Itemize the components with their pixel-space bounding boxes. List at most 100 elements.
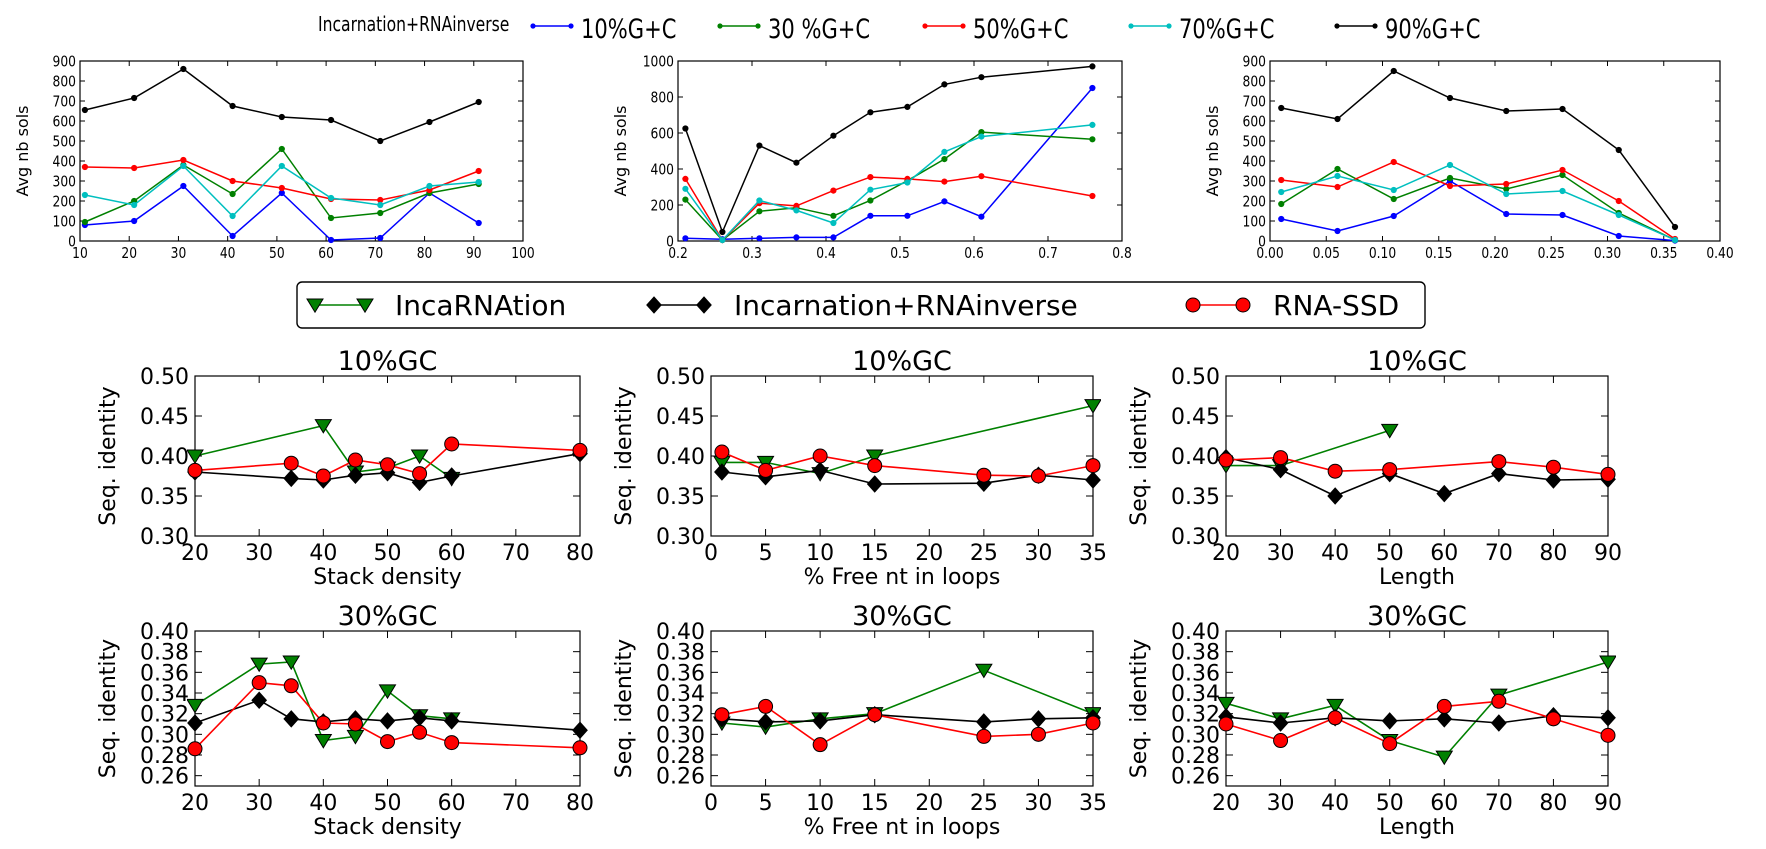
- y-tick-label: 400: [1243, 153, 1266, 170]
- data-point: [1218, 716, 1234, 732]
- legend-entry: 90%G+C: [1334, 13, 1480, 45]
- data-point: [1559, 211, 1566, 219]
- chart-panel-2: 0.2 0.3 0.4 0.5 0.6 0.7 0.8 0 200 400 600 800 1000 Av…: [611, 53, 1132, 262]
- chart-panel-3: 0.00 0.05 0.10 0.15 0.20 0.25 0.30 0.35 0.40 0 100…: [1203, 53, 1734, 262]
- y-tick-label: 0.34: [140, 682, 189, 707]
- data-point: [475, 98, 482, 106]
- data-point: [830, 234, 837, 241]
- x-tick-label: 0.5: [890, 245, 910, 262]
- data-point: [278, 189, 285, 197]
- data-point: [1491, 454, 1507, 470]
- data-point: [347, 716, 363, 732]
- data-point: [187, 698, 204, 714]
- data-point: [278, 113, 285, 121]
- plot-frame: [194, 630, 581, 787]
- data-point: [426, 182, 433, 190]
- y-tick-label: 300: [1243, 173, 1266, 190]
- data-point: [1278, 215, 1285, 223]
- series-line: [84, 68, 479, 142]
- legend-marker: [568, 23, 574, 29]
- data-point: [131, 164, 138, 172]
- x-tick-label: 0.3: [742, 245, 762, 262]
- x-tick-label: 70: [1485, 791, 1513, 816]
- y-axis-label: Seq. identity: [1127, 639, 1152, 778]
- plot-frame: [1269, 60, 1721, 242]
- y-tick-label: 300: [53, 173, 76, 190]
- data-point: [682, 125, 689, 132]
- y-tick-label: 0.30: [1171, 525, 1220, 550]
- data-point: [1334, 172, 1341, 180]
- series-70-g-c: [682, 121, 1096, 244]
- data-point: [180, 156, 187, 164]
- x-tick-label: 30: [1267, 791, 1295, 816]
- legend-label: RNA-SSD: [1273, 289, 1399, 322]
- data-point: [978, 133, 985, 140]
- x-tick-label: 40: [309, 541, 337, 566]
- x-axis-label: % Free nt in loops: [804, 565, 1001, 590]
- x-tick-label: 5: [759, 541, 773, 566]
- data-point: [1559, 187, 1566, 195]
- data-point: [1218, 696, 1235, 712]
- x-tick-label: 10: [806, 541, 834, 566]
- data-point: [1446, 161, 1454, 169]
- y-tick-label: 0.26: [140, 765, 189, 790]
- data-point: [867, 458, 883, 474]
- data-point: [1235, 297, 1251, 313]
- data-point: [306, 298, 324, 314]
- legend-entry: RNA-SSD: [1185, 289, 1399, 322]
- y-axis-label: Seq. identity: [96, 639, 121, 778]
- chart-panel-5: 0 5 10 15 20 25 30 35 0.30 0.35 0.40 0.45 0.50 Seq. i…: [612, 346, 1107, 590]
- data-point: [941, 148, 948, 155]
- data-point: [1085, 471, 1101, 489]
- data-point: [377, 209, 384, 217]
- data-point: [1615, 197, 1622, 205]
- data-point: [1503, 107, 1510, 115]
- data-point: [793, 159, 800, 166]
- x-axis-label: Length: [1379, 815, 1455, 840]
- x-tick-label: 50: [374, 791, 402, 816]
- data-point: [1436, 698, 1452, 714]
- series-line: [1281, 164, 1676, 241]
- series-line: [1225, 700, 1609, 745]
- legend-label: 10%G+C: [581, 13, 676, 44]
- data-point: [187, 741, 203, 757]
- data-point: [475, 167, 482, 175]
- y-tick-label: 0.30: [1171, 723, 1220, 748]
- data-point: [229, 190, 236, 198]
- legend-label: 50%G+C: [973, 13, 1068, 44]
- legend-entry: IncaRNAtion: [306, 289, 566, 322]
- data-point: [1446, 182, 1454, 190]
- plot-frame: [1225, 630, 1609, 787]
- y-tick-label: 600: [1243, 113, 1266, 130]
- data-point: [1272, 714, 1289, 732]
- x-axis-label: Stack density: [313, 815, 462, 840]
- legend-label: 30 %G+C: [768, 13, 870, 44]
- x-tick-label: 0.00: [1256, 245, 1283, 262]
- data-point: [757, 713, 774, 731]
- data-point: [1615, 146, 1622, 154]
- series-incarnation: [1218, 423, 1399, 474]
- y-tick-label: 0.36: [1171, 661, 1220, 686]
- y-axis-label: Seq. identity: [1127, 386, 1152, 525]
- data-point: [347, 466, 364, 484]
- x-tick-label: 0.35: [1650, 245, 1677, 262]
- data-point: [1671, 236, 1679, 244]
- data-point: [377, 137, 384, 145]
- data-point: [412, 724, 428, 740]
- data-point: [1278, 188, 1285, 196]
- x-tick-label: 0.05: [1313, 245, 1340, 262]
- data-point: [1600, 709, 1616, 727]
- data-point: [347, 452, 363, 468]
- data-point: [81, 218, 89, 226]
- y-tick-label: 0.40: [656, 445, 705, 470]
- data-point: [1089, 63, 1096, 70]
- data-point: [1273, 450, 1289, 466]
- data-point: [250, 657, 269, 673]
- y-tick-label: 800: [651, 89, 674, 106]
- data-point: [1600, 466, 1616, 482]
- chart-title: 30%GC: [338, 601, 438, 632]
- data-point: [315, 715, 331, 731]
- y-tick-label: 0.45: [140, 405, 189, 430]
- y-tick-label: 0.28: [140, 744, 189, 769]
- data-point: [1436, 710, 1453, 728]
